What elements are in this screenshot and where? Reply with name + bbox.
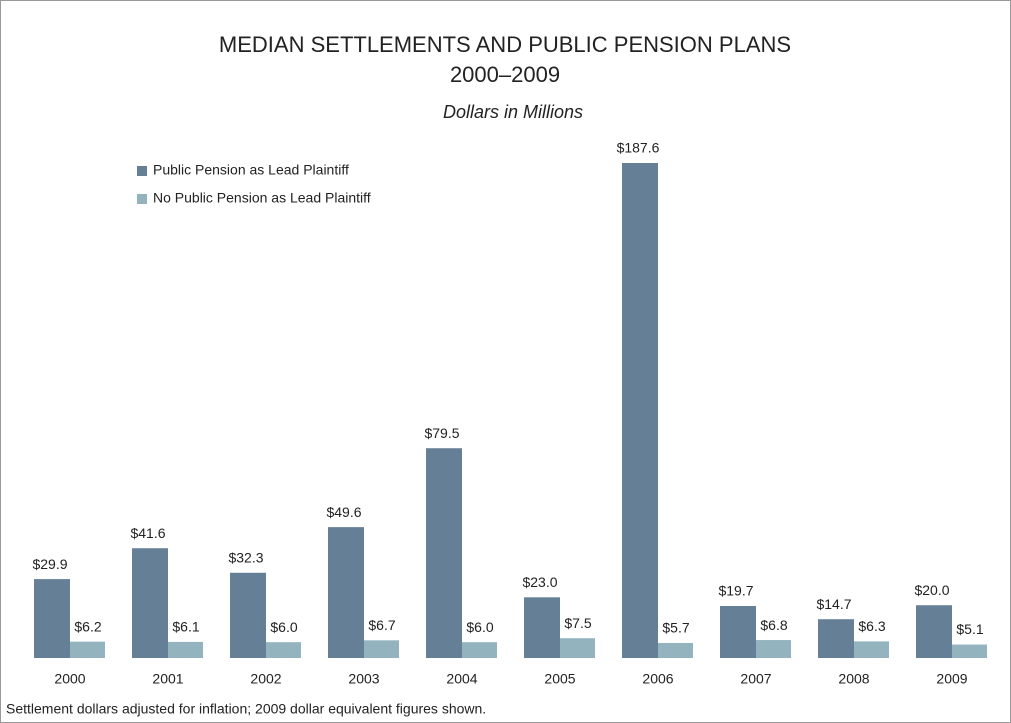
value-label: $6.2 xyxy=(74,618,101,634)
value-label: $5.1 xyxy=(956,621,983,637)
bar xyxy=(132,548,168,658)
legend-swatch xyxy=(137,194,147,204)
bar xyxy=(70,641,105,658)
bar xyxy=(168,641,203,658)
legend-label: No Public Pension as Lead Plaintiff xyxy=(153,190,371,206)
bar xyxy=(328,527,364,658)
x-tick-label: 2009 xyxy=(936,671,967,687)
bar xyxy=(916,605,952,658)
value-label: $6.3 xyxy=(858,618,885,634)
chart-title: MEDIAN SETTLEMENTS AND PUBLIC PENSION PL… xyxy=(219,32,791,57)
value-label: $19.7 xyxy=(718,583,753,599)
bar xyxy=(364,640,399,658)
value-label: $23.0 xyxy=(522,574,557,590)
value-label: $6.0 xyxy=(270,619,297,635)
x-tick-label: 2005 xyxy=(544,671,575,687)
value-label: $32.3 xyxy=(228,549,263,565)
bar xyxy=(622,163,658,658)
bar xyxy=(818,619,854,658)
value-label: $49.6 xyxy=(326,504,361,520)
bar xyxy=(426,448,462,658)
bar xyxy=(854,641,889,658)
value-label: $29.9 xyxy=(32,556,67,572)
value-label: $6.1 xyxy=(172,619,199,635)
bar xyxy=(462,642,497,658)
unit-label: Dollars in Millions xyxy=(443,102,583,122)
value-label: $187.6 xyxy=(617,140,660,156)
bar xyxy=(524,597,560,658)
bar xyxy=(756,640,791,658)
x-tick-label: 2006 xyxy=(642,671,673,687)
bar xyxy=(560,638,595,658)
x-tick-label: 2001 xyxy=(152,671,183,687)
value-label: $41.6 xyxy=(130,525,165,541)
bar xyxy=(658,642,693,658)
value-label: $5.7 xyxy=(662,620,689,636)
bar xyxy=(952,644,987,658)
value-label: $14.7 xyxy=(816,596,851,612)
legend-swatch xyxy=(137,166,147,176)
x-tick-label: 2008 xyxy=(838,671,869,687)
value-label: $7.5 xyxy=(564,615,591,631)
value-label: $6.0 xyxy=(466,619,493,635)
value-label: $6.8 xyxy=(760,617,787,633)
bar xyxy=(266,642,301,658)
legend-label: Public Pension as Lead Plaintiff xyxy=(153,162,349,178)
bar xyxy=(230,572,266,658)
value-label: $79.5 xyxy=(424,425,459,441)
x-tick-label: 2007 xyxy=(740,671,771,687)
chart-subtitle: 2000–2009 xyxy=(450,62,560,87)
x-tick-label: 2004 xyxy=(446,671,477,687)
footnote: Settlement dollars adjusted for inflatio… xyxy=(6,701,486,717)
x-tick-label: 2000 xyxy=(54,671,85,687)
bar xyxy=(34,579,70,658)
bar xyxy=(720,606,756,658)
value-label: $20.0 xyxy=(914,582,949,598)
x-tick-label: 2002 xyxy=(250,671,281,687)
x-tick-label: 2003 xyxy=(348,671,379,687)
value-label: $6.7 xyxy=(368,617,395,633)
